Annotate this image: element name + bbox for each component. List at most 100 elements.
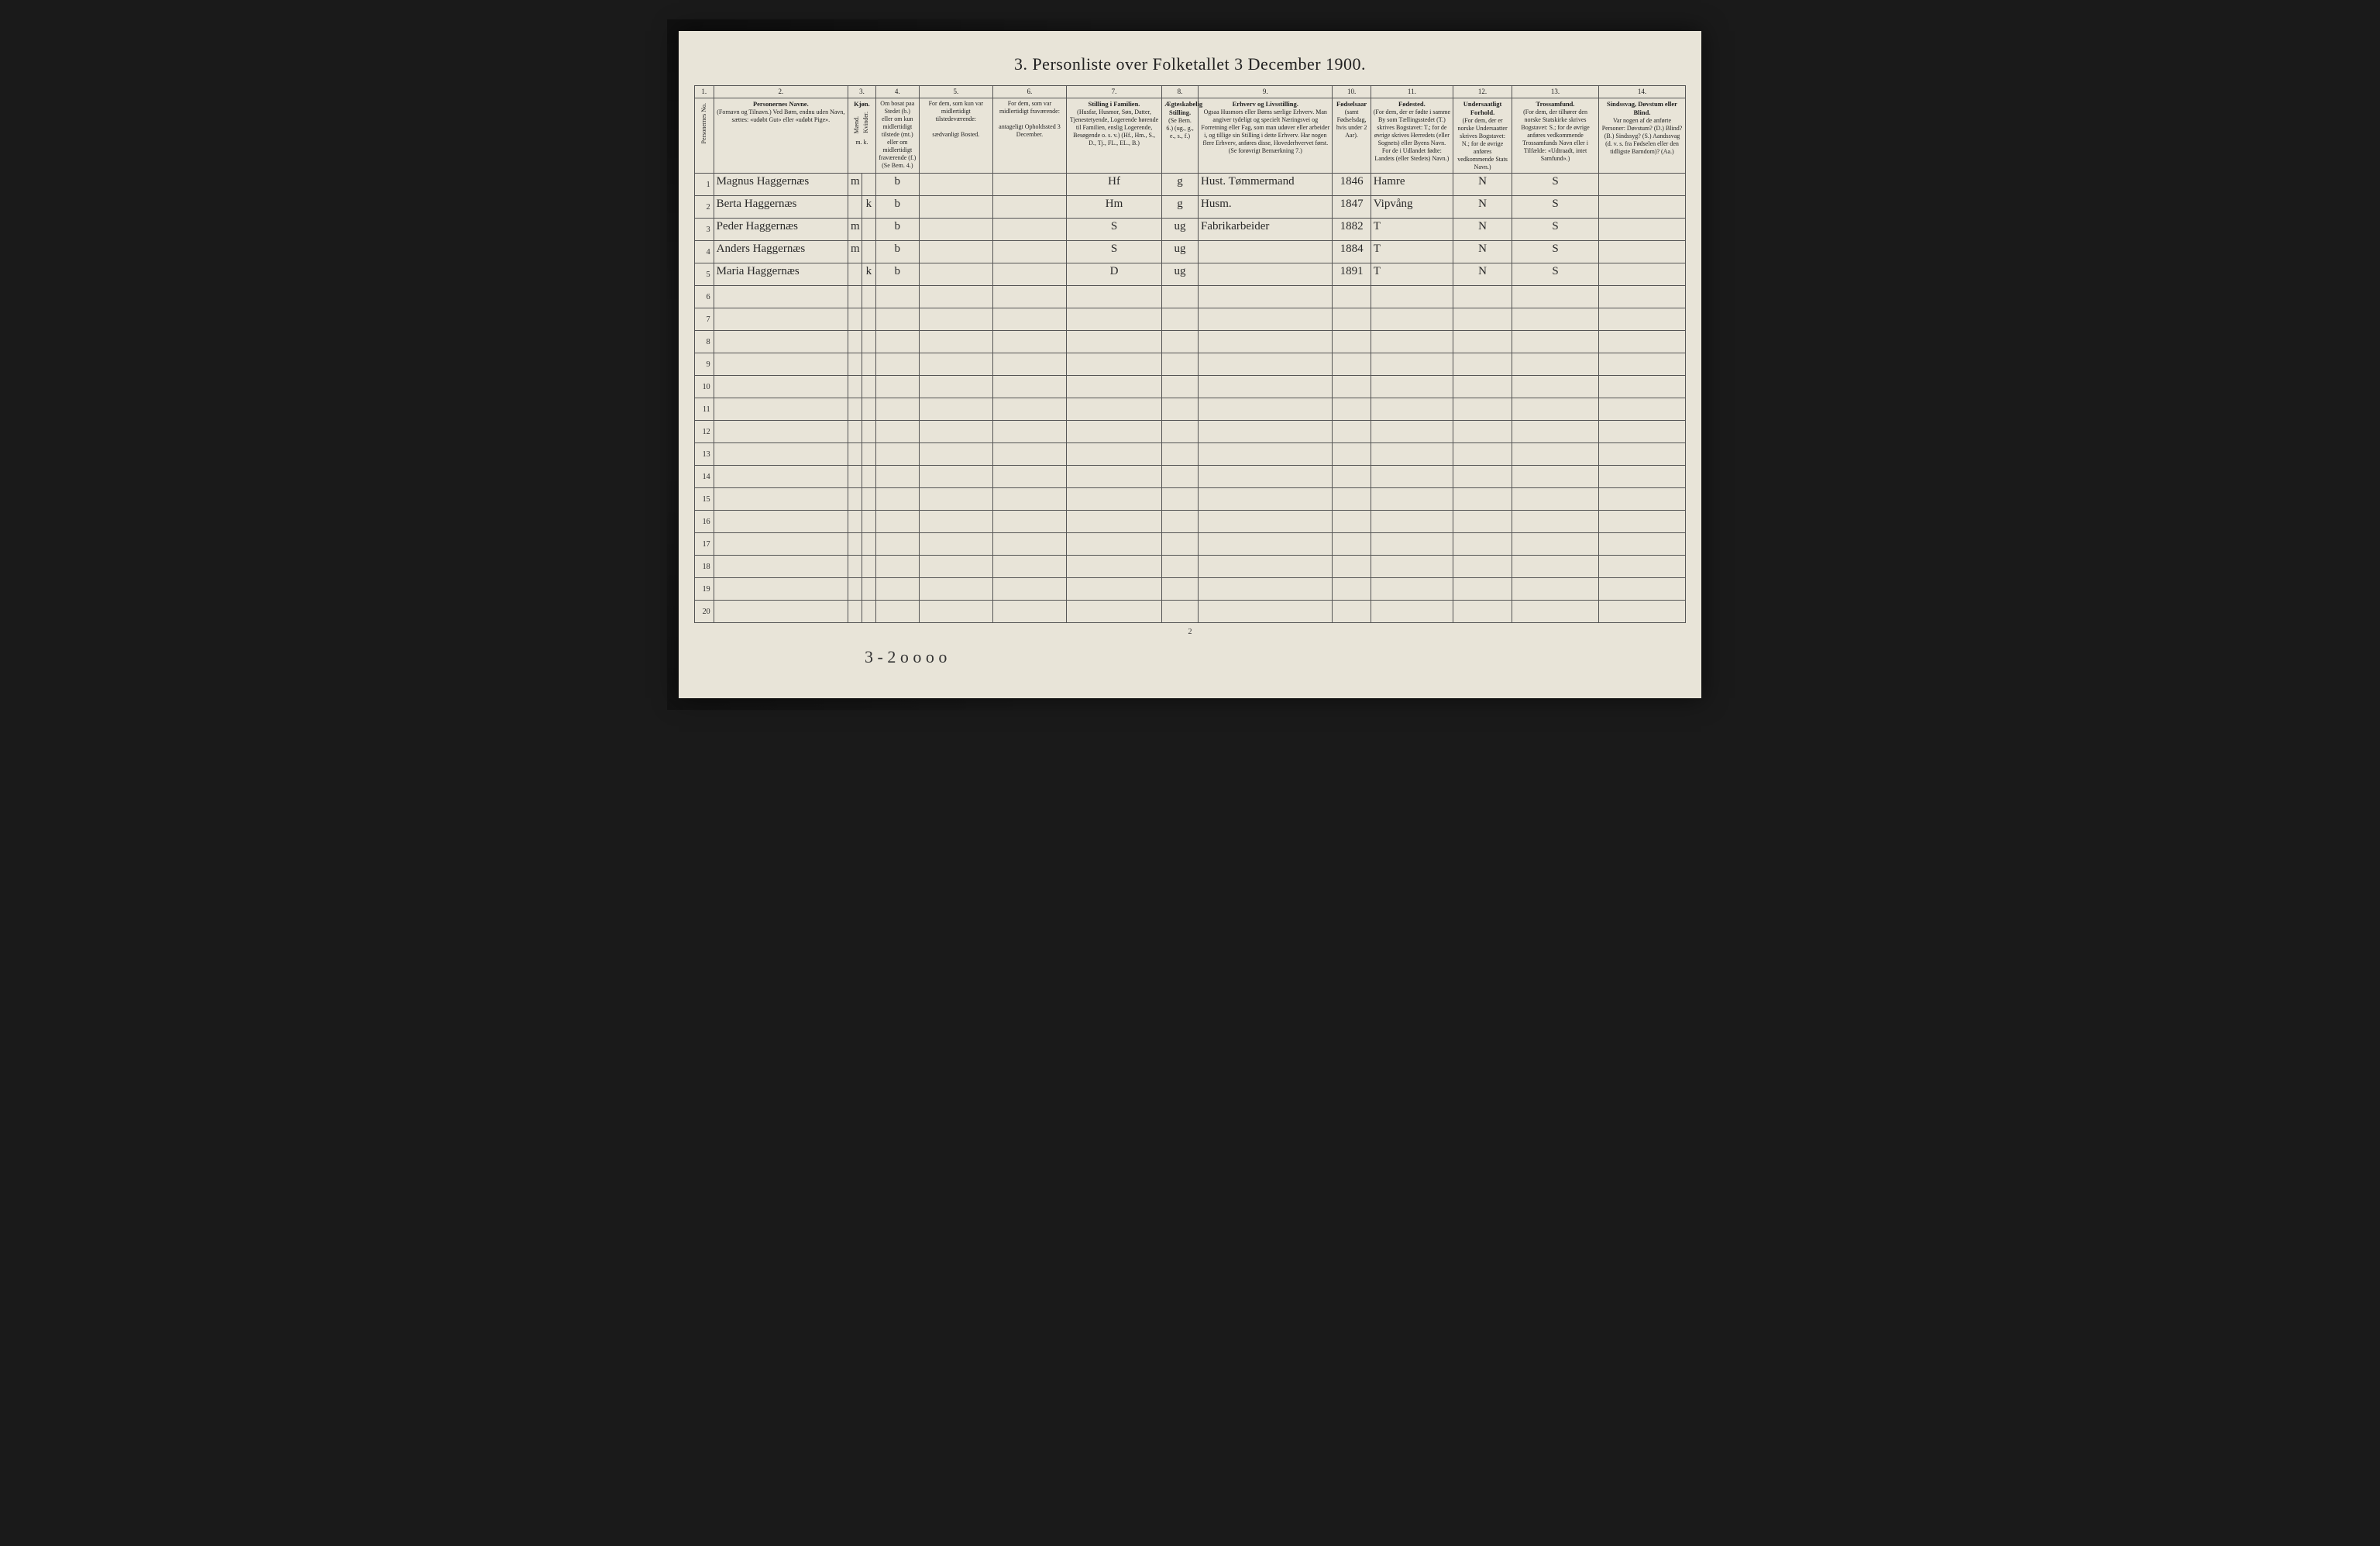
cell-year	[1333, 421, 1371, 443]
cell-rel	[1512, 398, 1599, 421]
table-row: 14	[695, 466, 1686, 488]
cell-temp1	[919, 443, 992, 466]
cell-occ	[1199, 421, 1333, 443]
cell-dis	[1598, 219, 1685, 241]
cell-sex-m	[848, 286, 862, 308]
cell-temp1	[919, 353, 992, 376]
cell-year	[1333, 308, 1371, 331]
rownum: 14	[695, 466, 714, 488]
cell-temp2	[992, 398, 1066, 421]
cell-rel	[1512, 488, 1599, 511]
cell-rel	[1512, 556, 1599, 578]
cell-year	[1333, 443, 1371, 466]
cell-birthplace	[1371, 353, 1453, 376]
rownum: 10	[695, 376, 714, 398]
cell-sex-m: m	[848, 219, 862, 241]
page-title: 3. Personliste over Folketallet 3 Decemb…	[694, 54, 1686, 74]
cell-temp1	[919, 174, 992, 196]
cell-sex-m	[848, 556, 862, 578]
cell-sex-k	[862, 331, 875, 353]
cell-dis	[1598, 353, 1685, 376]
cell-birthplace	[1371, 578, 1453, 601]
cell-mar: g	[1162, 196, 1199, 219]
cell-occ	[1199, 511, 1333, 533]
cell-occ	[1199, 443, 1333, 466]
cell-sex-k	[862, 466, 875, 488]
cell-sex-k	[862, 308, 875, 331]
cell-rel	[1512, 421, 1599, 443]
cell-sex-m	[848, 488, 862, 511]
rownum: 13	[695, 443, 714, 466]
cell-dis	[1598, 601, 1685, 623]
cell-occ	[1199, 308, 1333, 331]
colnum-11: 11.	[1371, 86, 1453, 98]
cell-fam	[1066, 308, 1161, 331]
cell-dis	[1598, 174, 1685, 196]
cell-rel	[1512, 308, 1599, 331]
cell-rel	[1512, 466, 1599, 488]
cell-mar	[1162, 398, 1199, 421]
census-page: 3. Personliste over Folketallet 3 Decemb…	[679, 31, 1701, 698]
cell-temp1	[919, 533, 992, 556]
cell-sex-m	[848, 533, 862, 556]
table-row: 13	[695, 443, 1686, 466]
cell-sex-m	[848, 511, 862, 533]
cell-dis	[1598, 488, 1685, 511]
cell-year: 1882	[1333, 219, 1371, 241]
rownum: 1	[695, 174, 714, 196]
cell-sex-k	[862, 533, 875, 556]
cell-fam	[1066, 331, 1161, 353]
cell-res	[875, 443, 919, 466]
cell-fam	[1066, 466, 1161, 488]
cell-temp2	[992, 488, 1066, 511]
head-residence: Om bosat paa Stedet (b.)eller om kun mid…	[875, 98, 919, 174]
cell-res	[875, 556, 919, 578]
col-number-row: 1. 2. 3. 4. 5. 6. 7. 8. 9. 10. 11. 12. 1…	[695, 86, 1686, 98]
cell-nat: N	[1453, 241, 1512, 263]
rownum: 18	[695, 556, 714, 578]
cell-dis	[1598, 511, 1685, 533]
table-row: 1Magnus HaggernæsmbHfgHust. Tømmermand18…	[695, 174, 1686, 196]
colnum-12: 12.	[1453, 86, 1512, 98]
rownum: 20	[695, 601, 714, 623]
cell-sex-k	[862, 376, 875, 398]
cell-mar	[1162, 376, 1199, 398]
cell-mar	[1162, 466, 1199, 488]
cell-nat	[1453, 353, 1512, 376]
cell-temp1	[919, 398, 992, 421]
cell-temp2	[992, 263, 1066, 286]
head-family-pos: Stilling i Familien.(Husfar, Husmor, Søn…	[1066, 98, 1161, 174]
cell-nat	[1453, 601, 1512, 623]
hand-annotation: 3 - 2 o o o o	[865, 647, 1686, 667]
cell-temp2	[992, 308, 1066, 331]
rownum: 15	[695, 488, 714, 511]
table-row: 17	[695, 533, 1686, 556]
table-row: 16	[695, 511, 1686, 533]
cell-birthplace	[1371, 601, 1453, 623]
cell-birthplace	[1371, 376, 1453, 398]
cell-sex-m	[848, 263, 862, 286]
cell-temp1	[919, 331, 992, 353]
cell-temp2	[992, 286, 1066, 308]
cell-sex-k	[862, 174, 875, 196]
rownum: 6	[695, 286, 714, 308]
cell-nat: N	[1453, 263, 1512, 286]
cell-name	[714, 511, 848, 533]
cell-fam	[1066, 286, 1161, 308]
colnum-1: 1.	[695, 86, 714, 98]
col-header-row: Personernes No. Personernes Navne.(Forna…	[695, 98, 1686, 174]
cell-sex-k	[862, 556, 875, 578]
cell-mar	[1162, 511, 1199, 533]
head-marital: Ægteskabelig Stilling.(Se Bem. 6.) (ug.,…	[1162, 98, 1199, 174]
table-row: 5Maria HaggernæskbDug1891TNS	[695, 263, 1686, 286]
cell-occ	[1199, 601, 1333, 623]
cell-res	[875, 331, 919, 353]
cell-name: Magnus Haggernæs	[714, 174, 848, 196]
cell-birthplace	[1371, 331, 1453, 353]
cell-temp1	[919, 421, 992, 443]
colnum-13: 13.	[1512, 86, 1599, 98]
head-name: Personernes Navne.(Fornavn og Tilnavn.) …	[714, 98, 848, 174]
cell-year	[1333, 556, 1371, 578]
cell-fam	[1066, 443, 1161, 466]
cell-name: Maria Haggernæs	[714, 263, 848, 286]
